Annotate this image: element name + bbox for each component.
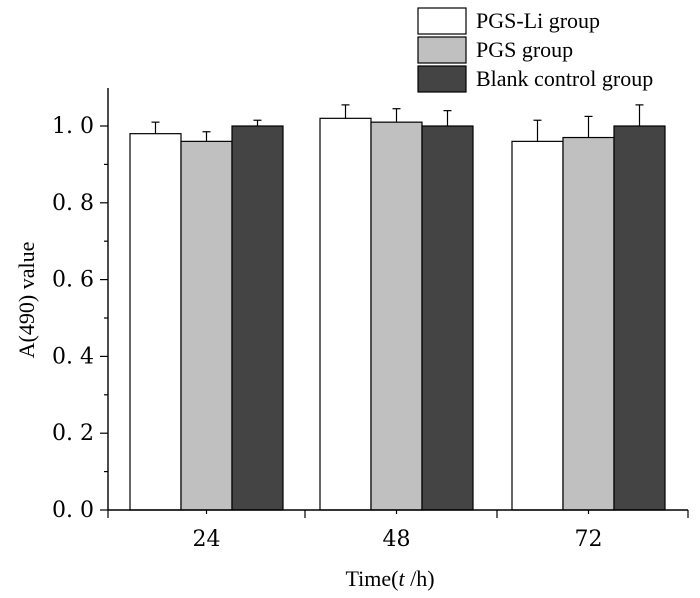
x-tick-label-24: 24 [193, 527, 221, 552]
legend-swatch-0 [417, 7, 467, 35]
y-tick-label: 0. 0 [52, 498, 94, 523]
y-tick-label: 0. 2 [52, 421, 94, 446]
x-tick-label-72: 72 [575, 527, 603, 552]
y-axis-title: A(490) value [14, 242, 39, 359]
bar-0-48 [319, 117, 372, 511]
bar-1-72 [562, 136, 615, 511]
bar-2-24 [231, 125, 284, 511]
bar-0-24 [129, 133, 182, 511]
legend-swatch-1 [417, 36, 467, 64]
bar-1-48 [370, 121, 423, 511]
x-axis-title-suffix: /h) [405, 566, 435, 591]
x-tick-label-48: 48 [383, 527, 411, 552]
legend-label-1: PGS group [476, 37, 573, 62]
legend-label-0: PGS-Li group [476, 8, 600, 33]
bar-2-72 [613, 125, 666, 511]
bars-layer [129, 117, 666, 511]
ticks-layer: 24 48 72 0. 0 0. 2 0. 4 0. 6 0. 8 1. 0 [52, 114, 602, 552]
x-axis-title: Time(t /h) [345, 566, 434, 591]
x-axis-title-variable: t [398, 566, 405, 591]
x-axis-title-prefix: Time( [345, 566, 398, 591]
legend: PGS-Li group PGS group Blank control group [417, 7, 653, 93]
bar-2-48 [421, 125, 474, 511]
y-tick-label: 0. 8 [52, 191, 94, 216]
error-bars-layer [151, 104, 644, 142]
legend-swatch-2 [417, 65, 467, 93]
y-tick-label: 0. 4 [52, 344, 94, 369]
legend-label-2: Blank control group [476, 66, 653, 91]
y-tick-label: 0. 6 [52, 268, 94, 293]
bar-1-24 [180, 140, 233, 511]
axes-layer [100, 88, 689, 518]
y-tick-label: 1. 0 [52, 114, 94, 139]
bar-0-72 [511, 140, 564, 511]
